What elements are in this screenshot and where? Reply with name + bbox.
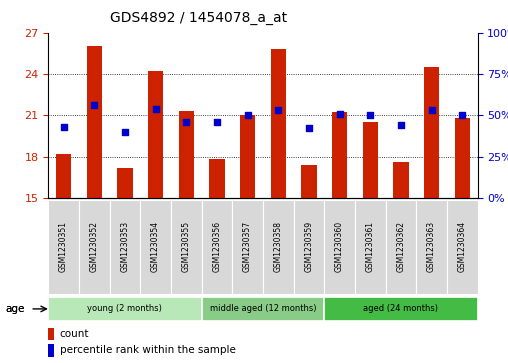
Point [121, 129, 129, 135]
Bar [240, 115, 255, 198]
Bar [324, 297, 478, 321]
Bar [386, 200, 416, 294]
Bar [56, 154, 71, 198]
Bar [86, 46, 102, 198]
Bar [416, 200, 447, 294]
Point [366, 113, 374, 118]
Point [59, 124, 68, 130]
Bar [455, 118, 470, 198]
Bar [355, 200, 386, 294]
Text: GSM1230354: GSM1230354 [151, 221, 160, 272]
Bar [202, 200, 232, 294]
Point [458, 113, 466, 118]
Text: age: age [5, 304, 24, 314]
Bar [294, 200, 324, 294]
Bar [447, 200, 478, 294]
Text: young (2 months): young (2 months) [87, 305, 163, 313]
Bar [263, 200, 294, 294]
Bar [140, 200, 171, 294]
Text: GSM1230360: GSM1230360 [335, 221, 344, 272]
Point [90, 102, 99, 108]
Bar [271, 49, 286, 198]
Bar [393, 162, 408, 198]
Point [427, 107, 435, 113]
Text: GSM1230356: GSM1230356 [212, 221, 221, 272]
Point [335, 111, 343, 117]
Bar [48, 297, 202, 321]
Bar [171, 200, 202, 294]
Point [213, 119, 221, 125]
Bar [332, 113, 347, 198]
Text: GSM1230353: GSM1230353 [120, 221, 130, 272]
Bar [324, 200, 355, 294]
Point [182, 119, 190, 125]
Text: GSM1230351: GSM1230351 [59, 221, 68, 272]
Bar [424, 67, 439, 198]
Text: GDS4892 / 1454078_a_at: GDS4892 / 1454078_a_at [110, 11, 287, 25]
Text: GSM1230362: GSM1230362 [396, 221, 405, 272]
Bar [79, 200, 110, 294]
Text: GSM1230361: GSM1230361 [366, 221, 375, 272]
Text: GSM1230355: GSM1230355 [182, 221, 190, 272]
Bar [48, 328, 54, 340]
Bar [179, 111, 194, 198]
Text: GSM1230352: GSM1230352 [90, 221, 99, 272]
Text: age: age [5, 304, 24, 314]
Bar [117, 168, 133, 198]
Point [397, 122, 405, 128]
Bar [209, 159, 225, 198]
Point [274, 107, 282, 113]
Bar [48, 200, 79, 294]
Text: GSM1230364: GSM1230364 [458, 221, 467, 272]
Text: GSM1230358: GSM1230358 [274, 221, 283, 272]
Bar [363, 122, 378, 198]
Text: aged (24 months): aged (24 months) [363, 305, 438, 313]
Text: count: count [60, 329, 89, 339]
Text: percentile rank within the sample: percentile rank within the sample [60, 345, 236, 355]
Bar [202, 297, 324, 321]
Bar [232, 200, 263, 294]
Point [243, 113, 251, 118]
Point [151, 106, 160, 111]
Text: GSM1230357: GSM1230357 [243, 221, 252, 272]
Text: GSM1230359: GSM1230359 [304, 221, 313, 272]
Point [305, 126, 313, 131]
Text: GSM1230363: GSM1230363 [427, 221, 436, 272]
Bar [148, 71, 163, 198]
Bar [301, 165, 316, 198]
Text: middle aged (12 months): middle aged (12 months) [210, 305, 316, 313]
Bar [48, 344, 54, 357]
Bar [110, 200, 140, 294]
